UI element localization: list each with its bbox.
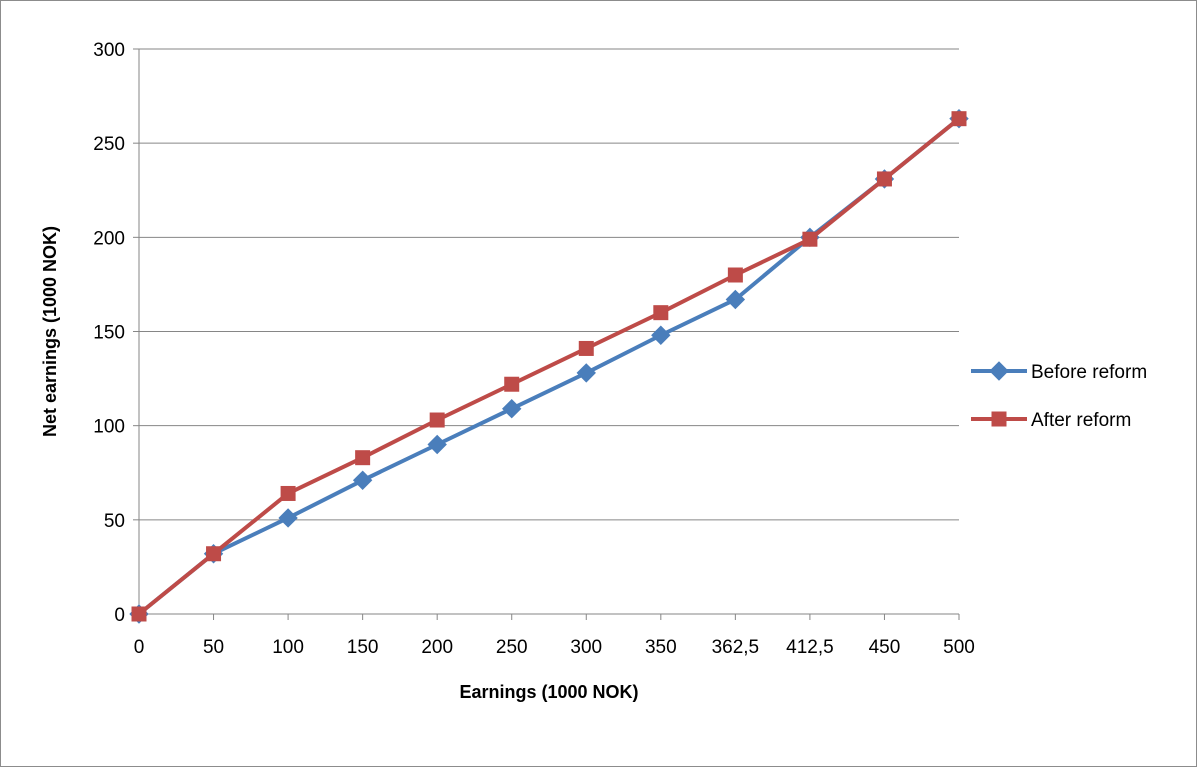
x-tick-label: 0 [134, 637, 145, 658]
data-point [876, 171, 892, 187]
data-point [504, 376, 520, 392]
series-2 [131, 111, 967, 622]
y-tick-label: 200 [93, 228, 125, 249]
y-tick-label: 100 [93, 417, 125, 438]
data-point [352, 470, 373, 490]
legend-swatch-marker [991, 411, 1007, 427]
data-point [355, 450, 371, 466]
x-tick-label: 450 [869, 637, 901, 658]
x-tick-label: 362,5 [712, 637, 760, 658]
x-tick-label: 500 [943, 637, 975, 658]
x-tick-label: 412,5 [786, 637, 834, 658]
gridlines [139, 48, 959, 521]
series-group [129, 108, 969, 624]
x-tick-label: 150 [347, 637, 379, 658]
data-point [653, 305, 669, 321]
axes [138, 49, 959, 615]
x-tick-label: 200 [421, 637, 453, 658]
data-point [427, 434, 447, 455]
legend-item-1: Before reform [971, 361, 1147, 383]
data-point [725, 289, 746, 310]
x-tick-label: 50 [203, 637, 224, 658]
y-tick-label: 0 [114, 605, 125, 626]
legend-item-2: After reform [971, 410, 1131, 431]
data-point [802, 231, 818, 247]
y-axis-ticks: 0 50 100 150 200 250 300 [93, 40, 139, 626]
legend-label: Before reform [1031, 362, 1147, 383]
x-tick-label: 100 [272, 637, 304, 658]
data-point [727, 267, 743, 283]
x-tick-label: 250 [496, 637, 528, 658]
y-tick-label: 250 [93, 134, 125, 155]
legend-swatch-marker [989, 361, 1009, 381]
legend: Before reform After reform [971, 361, 1147, 431]
data-point [578, 340, 594, 356]
data-point [502, 399, 522, 419]
data-point [651, 325, 671, 345]
x-axis-title: Earnings (1000 NOK) [459, 682, 638, 702]
data-point [206, 546, 222, 562]
data-point [131, 606, 147, 622]
data-point [280, 485, 296, 501]
data-point [429, 412, 445, 428]
data-point [951, 111, 967, 127]
x-axis-ticks: 0 50 100 150 200 250 300 350 362,5 412,5 450 500 [134, 614, 975, 658]
x-tick-label: 300 [570, 637, 602, 658]
data-point [278, 508, 298, 528]
legend-label: After reform [1031, 410, 1131, 431]
y-tick-label: 300 [93, 40, 125, 61]
y-tick-label: 150 [93, 323, 125, 344]
y-tick-label: 50 [104, 511, 125, 532]
series-line [137, 117, 961, 616]
y-axis-title: Net earnings (1000 NOK) [40, 226, 60, 437]
data-point [576, 363, 596, 383]
x-tick-label: 350 [645, 637, 677, 658]
